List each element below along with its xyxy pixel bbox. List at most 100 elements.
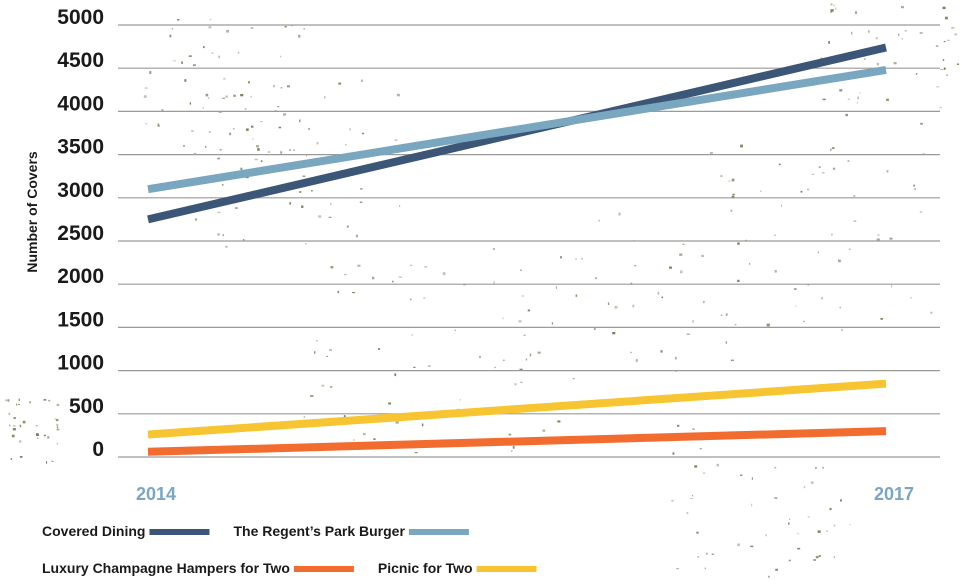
speck — [47, 436, 50, 439]
speck — [520, 269, 522, 271]
speck — [260, 121, 263, 123]
legend-label: Luxury Champagne Hampers for Two — [42, 560, 290, 576]
speck — [352, 292, 356, 294]
y-tick-label: 500 — [69, 395, 104, 418]
speck — [442, 272, 446, 276]
speck — [363, 433, 366, 436]
speck — [830, 10, 833, 14]
speck — [222, 234, 224, 237]
speck — [283, 113, 287, 116]
speck — [378, 348, 381, 350]
speck — [314, 351, 316, 354]
speck — [751, 503, 753, 507]
speck — [502, 317, 504, 320]
speck — [853, 220, 857, 222]
speck — [803, 486, 806, 489]
speck — [511, 450, 513, 452]
speck — [388, 402, 392, 405]
speck — [413, 366, 416, 368]
speck — [935, 45, 939, 47]
speck — [768, 575, 770, 578]
speck — [833, 524, 836, 527]
speck — [669, 266, 672, 269]
speck — [795, 305, 797, 307]
speck — [803, 320, 805, 323]
speck — [774, 466, 777, 469]
speck — [267, 151, 270, 153]
speck — [807, 188, 810, 191]
speck — [889, 237, 893, 240]
speck — [324, 96, 326, 99]
y-axis-tick-labels: 0 500 1000 1500 2000 2500 3000 3500 4000 4500 5000 — [57, 6, 104, 461]
speck — [701, 254, 704, 257]
speck — [345, 144, 347, 146]
speck — [298, 34, 301, 38]
speck — [740, 474, 743, 476]
speck — [910, 297, 913, 299]
speck — [828, 41, 830, 44]
speck — [893, 62, 897, 65]
speck — [13, 417, 16, 420]
speck — [904, 30, 907, 32]
speck — [346, 225, 349, 228]
speck — [813, 559, 816, 561]
speck — [36, 433, 39, 436]
speck — [657, 291, 660, 295]
speck — [527, 309, 531, 312]
speck — [280, 151, 283, 154]
speck — [217, 233, 220, 236]
speck — [618, 212, 621, 216]
speck — [330, 203, 332, 206]
speck — [728, 180, 731, 182]
speck — [399, 205, 401, 207]
speck — [826, 530, 828, 532]
speck — [223, 77, 226, 80]
speck — [849, 524, 851, 526]
speck — [328, 216, 332, 218]
speck — [260, 160, 263, 163]
speck — [421, 423, 424, 427]
speck — [774, 234, 776, 236]
speck — [219, 149, 222, 151]
speck — [732, 193, 735, 196]
speck — [731, 178, 735, 182]
speck — [815, 467, 817, 469]
speck — [930, 311, 933, 314]
y-tick-label: 5000 — [57, 6, 104, 29]
speck — [914, 188, 916, 191]
speck — [711, 553, 714, 555]
speck — [396, 93, 400, 97]
speck — [940, 69, 944, 70]
speck — [594, 327, 596, 330]
speck — [829, 507, 832, 511]
speck — [284, 26, 287, 28]
speck — [203, 46, 205, 49]
series-line — [147, 427, 887, 456]
speck — [614, 305, 618, 309]
speck — [686, 333, 690, 335]
speck — [494, 366, 496, 369]
speck — [876, 62, 879, 66]
speck — [244, 108, 247, 110]
speck — [316, 141, 319, 145]
speck — [181, 61, 183, 64]
speck — [37, 437, 39, 439]
speck — [815, 556, 819, 559]
speck — [634, 265, 637, 267]
speck — [920, 122, 923, 125]
speck — [523, 334, 526, 336]
speck — [410, 264, 413, 266]
speck — [789, 518, 791, 520]
x-category-label: 2017 — [874, 484, 914, 504]
speck — [301, 205, 304, 208]
speck — [522, 295, 524, 297]
speck — [774, 497, 778, 499]
speck — [343, 415, 346, 417]
speck — [730, 359, 734, 361]
speck — [423, 297, 426, 299]
speck — [35, 425, 38, 427]
speck — [525, 358, 528, 361]
speck — [817, 251, 819, 254]
speck — [338, 82, 342, 85]
speck — [807, 516, 810, 518]
